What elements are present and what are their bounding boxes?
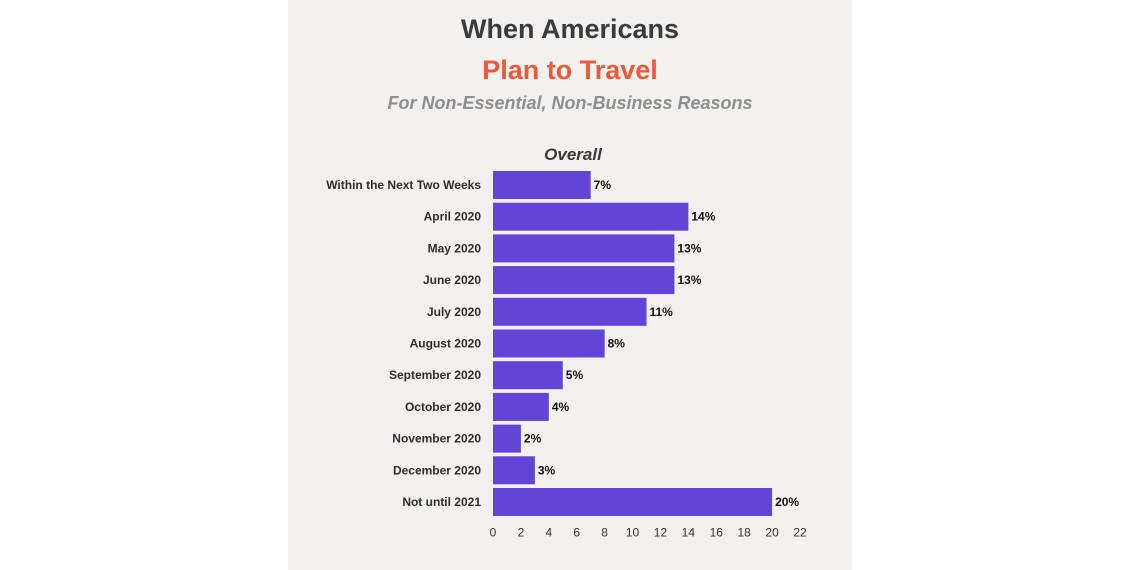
bar [493,171,591,199]
x-tick-label: 4 [545,526,552,540]
value-label: 4% [552,400,570,414]
category-label: August 2020 [410,337,482,351]
category-label: May 2020 [428,241,482,255]
value-label: 14% [691,210,715,224]
category-label: Not until 2021 [402,495,481,509]
value-label: 13% [677,241,701,255]
bar [493,266,675,295]
value-label: 3% [538,463,556,477]
value-label: 8% [608,337,626,351]
bar [493,392,549,421]
x-tick-label: 0 [490,526,497,540]
bar [493,297,647,326]
bar-chart: Overall Within the Next Two Weeks April 2… [326,145,807,540]
category-labels-group: Within the Next Two Weeks April 2020 May 2… [326,178,481,509]
x-tick-label: 12 [654,526,668,540]
category-label: November 2020 [392,432,481,446]
value-label: 20% [775,495,799,509]
x-tick-label: 10 [626,526,640,540]
x-tick-label: 16 [710,526,724,540]
bar [493,202,689,231]
category-label: October 2020 [405,400,481,414]
category-label: July 2020 [427,305,481,319]
bar [493,488,773,516]
chart-heading: Overall [544,145,603,164]
bar [493,424,521,453]
x-tick-label: 20 [765,526,779,540]
x-tick-label: 14 [682,526,696,540]
chart-panel: When Americans Plan to Travel For Non-Es… [288,0,852,570]
category-label: December 2020 [393,463,481,477]
category-label: June 2020 [423,273,481,287]
value-label: 2% [524,432,542,446]
category-label: September 2020 [389,368,481,382]
value-label: 11% [650,305,674,319]
value-labels-group: 7% 14% 13% 13% 11% 8% 5% 4% 2% 3% 20% [524,178,800,509]
bar [493,234,675,263]
x-axis-ticks-group: 0 2 4 6 8 10 12 14 16 18 20 22 [490,526,807,540]
x-tick-label: 2 [518,526,525,540]
value-label: 7% [594,178,612,192]
value-label: 5% [566,368,584,382]
x-tick-label: 22 [793,526,807,540]
chart-title-line2: Plan to Travel [482,55,658,85]
bar [493,361,563,390]
bars-group [493,171,773,516]
chart-title-line1: When Americans [460,14,680,44]
value-label: 13% [677,273,701,287]
category-label: Within the Next Two Weeks [326,178,481,192]
bar [493,456,535,485]
chart-subtitle: For Non-Essential, Non-Business Reasons [387,93,753,113]
category-label: April 2020 [424,210,482,224]
x-tick-label: 18 [738,526,752,540]
x-tick-label: 6 [573,526,580,540]
x-tick-label: 8 [601,526,608,540]
bar [493,329,605,358]
